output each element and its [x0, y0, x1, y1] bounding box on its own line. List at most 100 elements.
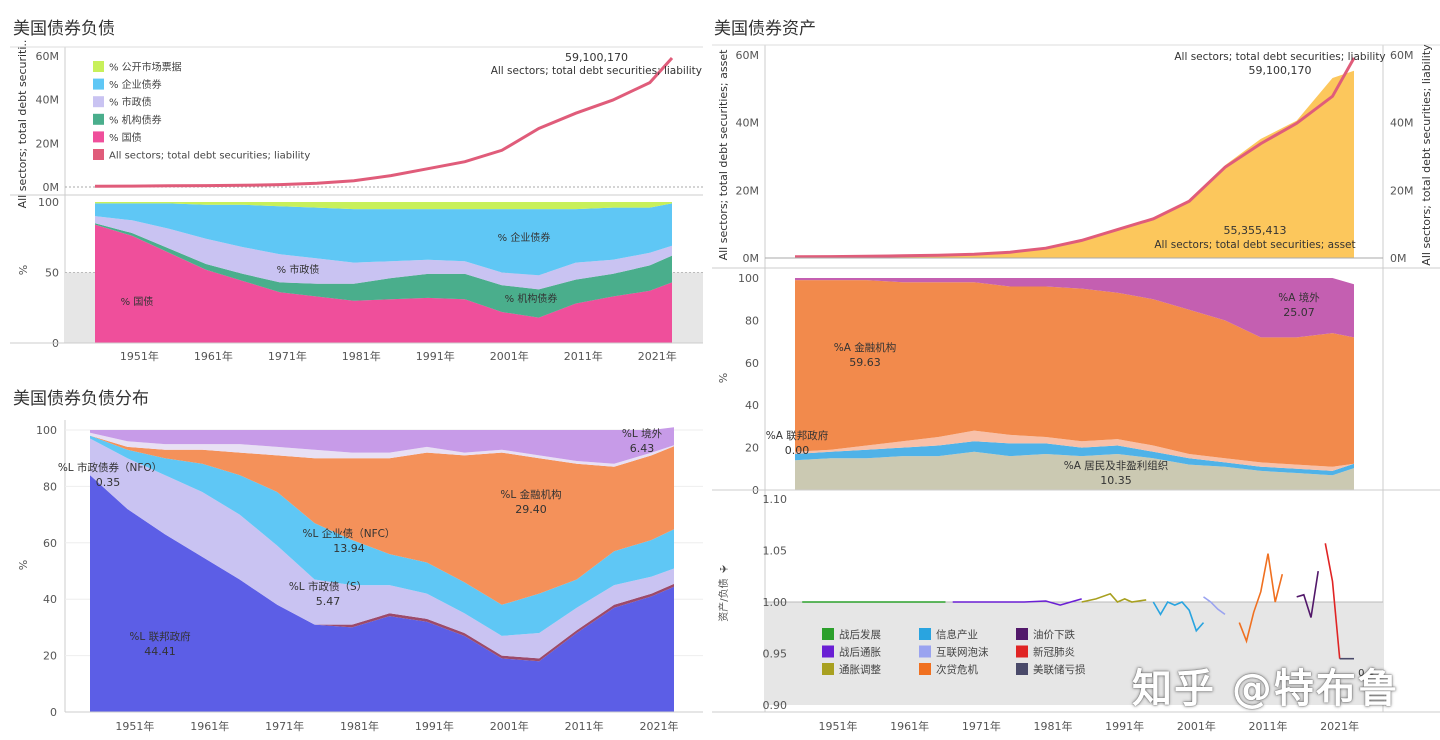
dist-label-1: %L 市政债券（NFO）	[58, 461, 162, 474]
dist-xtick-2011: 2011年	[565, 719, 604, 733]
liab-xtick-1971: 1971年	[268, 349, 307, 363]
liab-pct-ytick-2: 100	[38, 196, 59, 209]
dist-xtick-1991: 1991年	[415, 719, 454, 733]
ratio-legend-label-6: 油价下跌	[1033, 628, 1075, 641]
dist-area-5	[90, 432, 674, 467]
ratio-xtick-2021: 2021年	[1320, 719, 1359, 733]
dist-label-4: %L 市政债（S）	[289, 580, 367, 593]
liab-legend-swatch-2	[93, 96, 104, 108]
asset-pct-value-1: 59.63	[849, 356, 881, 369]
ratio-ytick-4: 1.10	[763, 493, 788, 506]
liab-legend-swatch-0	[93, 61, 104, 72]
liab-xtick-1951: 1951年	[120, 349, 159, 363]
ratio-line-1	[952, 598, 1082, 606]
dist-value-0: 6.43	[630, 442, 655, 455]
dist-ytick-3: 60	[43, 537, 57, 550]
dist-area-6	[90, 427, 674, 464]
liab-xtick-2021: 2021年	[638, 349, 677, 363]
dist-label-0: %L 境外	[622, 427, 663, 440]
asset-pct-label-0: %A 境外	[1278, 291, 1320, 304]
asset-liab-value-label: 59,100,170	[1249, 64, 1312, 77]
liab-total-ytick-3: 60M	[36, 50, 60, 63]
asset-pct-area-4	[795, 278, 1354, 338]
asset-pct-area-3	[795, 280, 1354, 467]
asset-ytick-left-3: 60M	[736, 49, 760, 62]
ratio-xtick-1991: 1991年	[1105, 719, 1144, 733]
liab-total-series-label: All sectors; total debt securities; liab…	[491, 65, 702, 77]
dist-area-3	[90, 435, 674, 636]
liab-pct-corp-label: % 企业债券	[498, 231, 551, 244]
ratio-legend-swatch-3	[919, 628, 931, 640]
liab-legend-label-0: % 公开市场票据	[109, 61, 182, 74]
liab-legend-swatch-1	[93, 78, 104, 90]
liab-pct-ylabel: %	[17, 265, 30, 275]
asset-pct-value-2: 0.00	[785, 444, 810, 457]
ratio-legend-swatch-5	[919, 663, 931, 675]
asset-liab-series-label: All sectors; total debt securities; liab…	[1174, 51, 1385, 63]
asset-asset-value-label: 55,355,413	[1224, 224, 1287, 237]
asset-ytick-right-0: 0M	[1390, 252, 1407, 265]
ratio-xtick-2011: 2011年	[1249, 719, 1288, 733]
liab-pct-area-2	[95, 216, 672, 290]
liab-legend-label-2: % 市政债	[109, 96, 152, 109]
ratio-ytick-1: 0.95	[763, 648, 788, 661]
dist-xtick-1961: 1961年	[190, 719, 229, 733]
liab-pct-area-4	[95, 202, 672, 210]
liab-pct-treasury-label: % 国债	[121, 295, 154, 308]
ratio-line-7	[1324, 543, 1341, 659]
ratio-end-label: 0.4	[1358, 668, 1374, 679]
liab-pct-area-3	[95, 203, 672, 276]
liab-pct-agency-label: % 机构债券	[505, 292, 558, 305]
ratio-xtick-1981: 1981年	[1034, 719, 1073, 733]
dist-label-2: %L 金融机构	[500, 488, 561, 501]
dist-xtick-1971: 1971年	[265, 719, 304, 733]
asset-pct-label-3: %A 居民及非盈利组织	[1064, 459, 1169, 472]
liab-pct-area-1	[95, 223, 672, 318]
asset-total-area	[795, 70, 1354, 258]
asset-pct-ytick-4: 80	[745, 314, 759, 327]
asset-pct-ytick-1: 20	[745, 442, 759, 455]
dist-xtick-2021: 2021年	[640, 719, 679, 733]
ratio-ylabel: 资产/负债	[717, 578, 730, 621]
dist-area-0	[90, 475, 674, 712]
dist-ytick-4: 80	[43, 480, 57, 493]
liab-total-value-label: 59,100,170	[565, 51, 628, 64]
asset-pct-ylabel: %	[717, 373, 730, 383]
asset-pct-area-1	[795, 441, 1354, 476]
ratio-xtick-1971: 1971年	[962, 719, 1001, 733]
asset-ytick-right-3: 60M	[1390, 49, 1414, 62]
asset-ytick-left-2: 40M	[736, 117, 760, 130]
asset-ytick-right-1: 20M	[1390, 184, 1414, 197]
liab-legend-swatch-3	[93, 113, 104, 125]
dist-ylabel: %	[17, 560, 30, 570]
liab-total-line	[94, 56, 674, 188]
dist-value-2: 29.40	[515, 503, 547, 516]
asset-pct-value-0: 25.07	[1283, 306, 1315, 319]
liab-legend-label-1: % 企业债券	[109, 78, 162, 91]
dist-xtick-2001: 2001年	[490, 719, 529, 733]
liab-pct-area-0	[95, 224, 672, 343]
ratio-legend-swatch-2	[822, 663, 834, 675]
liab-xtick-1961: 1961年	[194, 349, 233, 363]
ratio-line-3	[1152, 600, 1205, 633]
ratio-legend-swatch-7	[1016, 645, 1028, 658]
ratio-xtick-1951: 1951年	[819, 719, 858, 733]
asset-pct-area-2	[795, 430, 1354, 471]
ratio-xtick-1961: 1961年	[890, 719, 929, 733]
ratio-legend-label-4: 互联网泡沫	[936, 646, 989, 659]
ratio-line-4	[1203, 596, 1226, 616]
liab-legend-swatch-4	[93, 131, 104, 143]
asset-ytick-right-2: 40M	[1390, 117, 1414, 130]
asset-pct-label-2: %A 联邦政府	[766, 429, 829, 442]
ratio-line-6	[1296, 570, 1319, 618]
ratio-legend-swatch-1	[822, 645, 834, 658]
ratio-line-5	[1238, 553, 1284, 644]
asset-pct-ytick-2: 40	[745, 399, 759, 412]
ratio-legend-label-8: 美联储亏损	[1033, 663, 1086, 676]
ratio-legend-swatch-8	[1016, 663, 1028, 675]
liab-xtick-2001: 2001年	[490, 349, 529, 363]
dist-area-4	[90, 435, 674, 605]
ratio-ytick-3: 1.05	[763, 545, 788, 558]
liab-xtick-2011: 2011年	[564, 349, 603, 363]
